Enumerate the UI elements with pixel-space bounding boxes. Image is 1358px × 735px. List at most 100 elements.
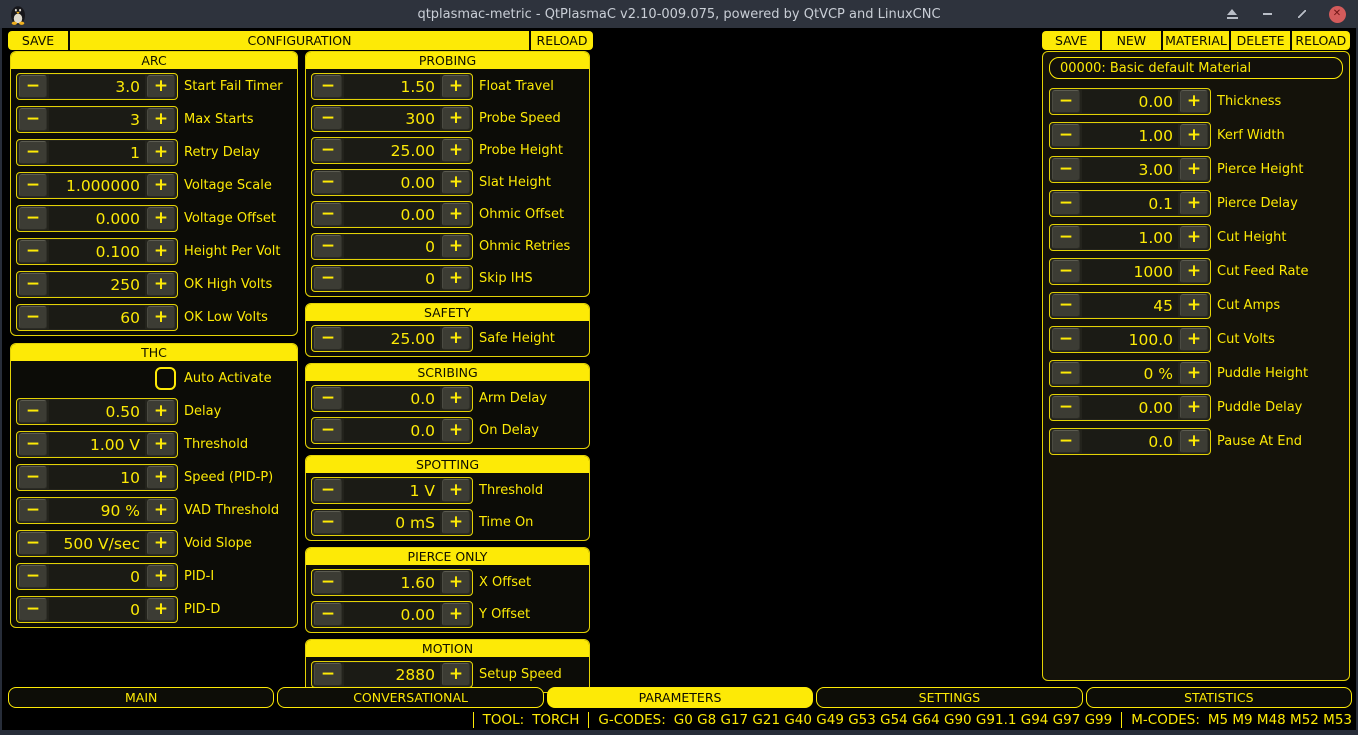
decrement-button[interactable]: −	[1052, 90, 1080, 113]
decrement-button[interactable]: −	[314, 663, 342, 686]
decrement-button[interactable]: −	[19, 273, 47, 296]
decrement-button[interactable]: −	[1052, 260, 1080, 283]
decrement-button[interactable]: −	[19, 108, 47, 131]
increment-button[interactable]: +	[1180, 328, 1208, 351]
increment-button[interactable]: +	[1180, 158, 1208, 181]
decrement-button[interactable]: −	[314, 387, 342, 410]
ok-low-volts-value[interactable]: 60	[49, 306, 145, 329]
speed-pid-p-value[interactable]: 10	[49, 466, 145, 489]
increment-button[interactable]: +	[147, 174, 175, 197]
decrement-button[interactable]: −	[314, 511, 342, 534]
pierce-height-value[interactable]: 3.00	[1082, 158, 1178, 181]
increment-button[interactable]: +	[147, 273, 175, 296]
decrement-button[interactable]: −	[314, 203, 342, 226]
tab-conversational[interactable]: CONVERSATIONAL	[277, 687, 544, 708]
increment-button[interactable]: +	[147, 207, 175, 230]
max-starts-value[interactable]: 3	[49, 108, 145, 131]
decrement-button[interactable]: −	[19, 433, 47, 456]
decrement-button[interactable]: −	[314, 107, 342, 130]
decrement-button[interactable]: −	[1052, 158, 1080, 181]
pause-at-end-value[interactable]: 0.0	[1082, 430, 1178, 453]
increment-button[interactable]: +	[1180, 362, 1208, 385]
on-delay-value[interactable]: 0.0	[344, 419, 440, 442]
materials-new-button[interactable]: NEW	[1102, 31, 1161, 50]
time-on-value[interactable]: 0 mS	[344, 511, 440, 534]
thickness-value[interactable]: 0.00	[1082, 90, 1178, 113]
auto-activate-checkbox[interactable]	[155, 367, 176, 390]
cut-feed-rate-value[interactable]: 1000	[1082, 260, 1178, 283]
decrement-button[interactable]: −	[314, 479, 342, 502]
increment-button[interactable]: +	[1180, 430, 1208, 453]
decrement-button[interactable]: −	[19, 565, 47, 588]
puddle-delay-value[interactable]: 0.00	[1082, 396, 1178, 419]
materials-material-button[interactable]: MATERIAL	[1162, 31, 1230, 50]
cut-height-value[interactable]: 1.00	[1082, 226, 1178, 249]
decrement-button[interactable]: −	[314, 603, 342, 626]
increment-button[interactable]: +	[442, 75, 470, 98]
puddle-height-value[interactable]: 0 %	[1082, 362, 1178, 385]
increment-button[interactable]: +	[442, 267, 470, 290]
increment-button[interactable]: +	[442, 203, 470, 226]
increment-button[interactable]: +	[1180, 260, 1208, 283]
tab-statistics[interactable]: STATISTICS	[1085, 687, 1353, 708]
config-reload-button[interactable]: RELOAD	[531, 31, 593, 50]
void-slope-value[interactable]: 500 V/sec	[49, 532, 145, 555]
increment-button[interactable]: +	[442, 327, 470, 350]
shade-icon[interactable]	[1223, 5, 1241, 23]
vad-threshold-value[interactable]: 90 %	[49, 499, 145, 522]
probe-height-value[interactable]: 25.00	[344, 139, 440, 162]
increment-button[interactable]: +	[147, 433, 175, 456]
decrement-button[interactable]: −	[314, 75, 342, 98]
start-fail-timer-value[interactable]: 3.0	[49, 75, 145, 98]
height-per-volt-value[interactable]: 0.100	[49, 240, 145, 263]
arm-delay-value[interactable]: 0.0	[344, 387, 440, 410]
increment-button[interactable]: +	[147, 598, 175, 621]
decrement-button[interactable]: −	[1052, 396, 1080, 419]
decrement-button[interactable]: −	[19, 174, 47, 197]
increment-button[interactable]: +	[147, 75, 175, 98]
voltage-offset-value[interactable]: 0.000	[49, 207, 145, 230]
ohmic-retries-value[interactable]: 0	[344, 235, 440, 258]
probe-speed-value[interactable]: 300	[344, 107, 440, 130]
config-save-button[interactable]: SAVE	[8, 31, 68, 50]
materials-delete-button[interactable]: DELETE	[1231, 31, 1290, 50]
increment-button[interactable]: +	[442, 387, 470, 410]
decrement-button[interactable]: −	[19, 306, 47, 329]
maximize-icon[interactable]	[1293, 5, 1311, 23]
increment-button[interactable]: +	[1180, 396, 1208, 419]
threshold-value[interactable]: 1.00 V	[49, 433, 145, 456]
increment-button[interactable]: +	[147, 240, 175, 263]
increment-button[interactable]: +	[1180, 294, 1208, 317]
increment-button[interactable]: +	[442, 479, 470, 502]
increment-button[interactable]: +	[147, 499, 175, 522]
ohmic-offset-value[interactable]: 0.00	[344, 203, 440, 226]
pid-i-value[interactable]: 0	[49, 565, 145, 588]
increment-button[interactable]: +	[1180, 226, 1208, 249]
minimize-icon[interactable]	[1258, 5, 1276, 23]
material-select[interactable]: 00000: Basic default Material	[1049, 57, 1343, 79]
tab-settings[interactable]: SETTINGS	[816, 687, 1083, 708]
increment-button[interactable]: +	[147, 141, 175, 164]
materials-save-button[interactable]: SAVE	[1042, 31, 1101, 50]
decrement-button[interactable]: −	[19, 400, 47, 423]
tab-main[interactable]: MAIN	[8, 687, 275, 708]
increment-button[interactable]: +	[147, 400, 175, 423]
delay-value[interactable]: 0.50	[49, 400, 145, 423]
increment-button[interactable]: +	[147, 306, 175, 329]
increment-button[interactable]: +	[1180, 90, 1208, 113]
decrement-button[interactable]: −	[19, 141, 47, 164]
voltage-scale-value[interactable]: 1.000000	[49, 174, 145, 197]
kerf-width-value[interactable]: 1.00	[1082, 124, 1178, 147]
decrement-button[interactable]: −	[1052, 328, 1080, 351]
ok-high-volts-value[interactable]: 250	[49, 273, 145, 296]
materials-reload-button[interactable]: RELOAD	[1291, 31, 1350, 50]
decrement-button[interactable]: −	[1052, 430, 1080, 453]
increment-button[interactable]: +	[147, 108, 175, 131]
safe-height-value[interactable]: 25.00	[344, 327, 440, 350]
increment-button[interactable]: +	[147, 532, 175, 555]
float-travel-value[interactable]: 1.50	[344, 75, 440, 98]
decrement-button[interactable]: −	[314, 171, 342, 194]
close-icon[interactable]: ✕	[1328, 5, 1346, 23]
skip-ihs-value[interactable]: 0	[344, 267, 440, 290]
decrement-button[interactable]: −	[19, 532, 47, 555]
